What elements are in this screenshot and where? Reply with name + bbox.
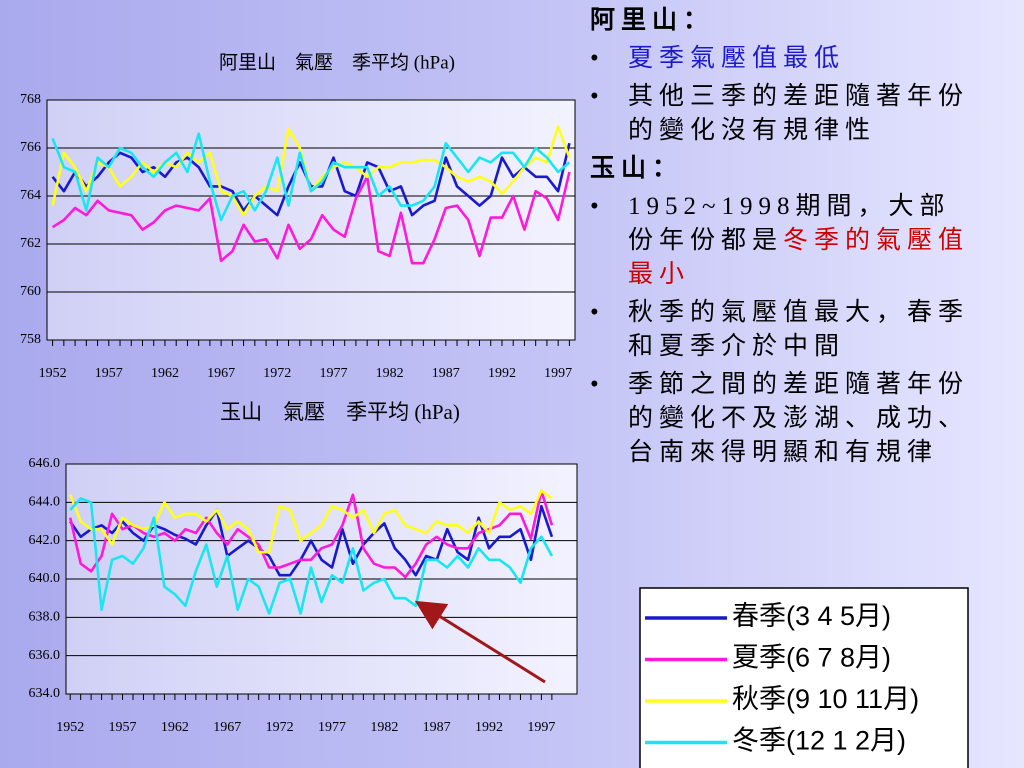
plot-area <box>46 99 576 341</box>
x-tick-label: 1987 <box>432 366 460 381</box>
chart-title: 玉山 氣壓 季平均 (hPa) <box>220 400 460 424</box>
bullet-text: 秋季的氣壓值最大，春季和夏季介於中間 <box>628 299 970 360</box>
y-tick-label: 760 <box>20 284 41 299</box>
x-tick-label: 1992 <box>488 366 516 381</box>
bullet-text: 1952~1998期間，大部份年份都是 <box>628 193 951 254</box>
bullet: 秋季的氣壓值最大，春季和夏季介於中間 <box>590 296 980 364</box>
y-tick-label: 634.0 <box>29 686 61 701</box>
x-tick-label: 1997 <box>544 366 572 381</box>
x-tick-label: 1952 <box>56 720 84 735</box>
bullet-text: 其他三季的差距隨著年份的變化沒有規律性 <box>628 83 970 144</box>
y-tick-label: 636.0 <box>29 648 61 663</box>
x-tick-label: 1967 <box>213 720 241 735</box>
y-tick-label: 762 <box>20 236 41 251</box>
series-line <box>51 132 571 222</box>
x-tick-label: 1982 <box>376 366 404 381</box>
y-tick-label: 768 <box>20 92 41 107</box>
x-tick-label: 1972 <box>266 720 294 735</box>
y-tick-label: 758 <box>20 332 41 347</box>
bullet-text: 冬季的氣壓值最小 <box>628 227 970 288</box>
x-tick-label: 1957 <box>109 720 137 735</box>
y-tick-label: 638.0 <box>29 610 61 625</box>
x-tick-label: 1977 <box>318 720 346 735</box>
bullet: 1952~1998期間，大部份年份都是冬季的氣壓值最小 <box>590 190 980 292</box>
bullet: 其他三季的差距隨著年份的變化沒有規律性 <box>590 80 980 148</box>
bullet-text: 季節之間的差距隨著年份的變化不及澎湖、成功、台南來得明顯和有規律 <box>628 371 970 466</box>
series-line <box>68 489 554 579</box>
x-tick-label: 1967 <box>207 366 235 381</box>
legend-label: 冬季(12 1 2月) <box>732 726 906 756</box>
x-tick-label: 1972 <box>263 366 291 381</box>
series-line <box>69 497 554 615</box>
y-tick-label: 640.0 <box>29 571 61 586</box>
y-tick-label: 646.0 <box>29 456 61 471</box>
arrow <box>414 600 546 684</box>
bullet: 夏季氣壓值最低 <box>590 42 980 76</box>
x-tick-label: 1987 <box>423 720 451 735</box>
y-tick-label: 766 <box>20 140 41 155</box>
bullet-text: 夏季氣壓值最低 <box>628 45 846 72</box>
y-tick-label: 642.0 <box>29 533 61 548</box>
legend-label: 夏季(6 7 8月) <box>732 643 891 673</box>
x-tick-label: 1952 <box>39 366 67 381</box>
notes: 阿里山： 夏季氣壓值最低其他三季的差距隨著年份的變化沒有規律性玉山： 1952~19… <box>590 4 980 474</box>
section-heading: 阿里山： <box>590 7 715 34</box>
chart-title: 阿里山 氣壓 季平均 (hPa) <box>219 51 455 73</box>
x-tick-label: 1997 <box>527 720 555 735</box>
bullet: 季節之間的差距隨著年份的變化不及澎湖、成功、台南來得明顯和有規律 <box>590 368 980 470</box>
y-tick-label: 644.0 <box>29 495 61 510</box>
x-tick-label: 1962 <box>151 366 179 381</box>
x-tick-label: 1962 <box>161 720 189 735</box>
legend-label: 春季(3 4 5月) <box>732 601 891 631</box>
x-tick-label: 1977 <box>319 366 347 381</box>
x-tick-label: 1957 <box>95 366 123 381</box>
section-heading: 玉山： <box>590 155 684 182</box>
x-tick-label: 1982 <box>370 720 398 735</box>
y-tick-label: 764 <box>20 188 41 203</box>
series-line <box>51 171 571 265</box>
legend: 春季(3 4 5月) 夏季(6 7 8月) 秋季(9 10 11月) 冬季(12 1 … <box>639 587 969 768</box>
legend-label: 秋季(9 10 11月) <box>732 684 919 714</box>
x-tick-label: 1992 <box>475 720 503 735</box>
